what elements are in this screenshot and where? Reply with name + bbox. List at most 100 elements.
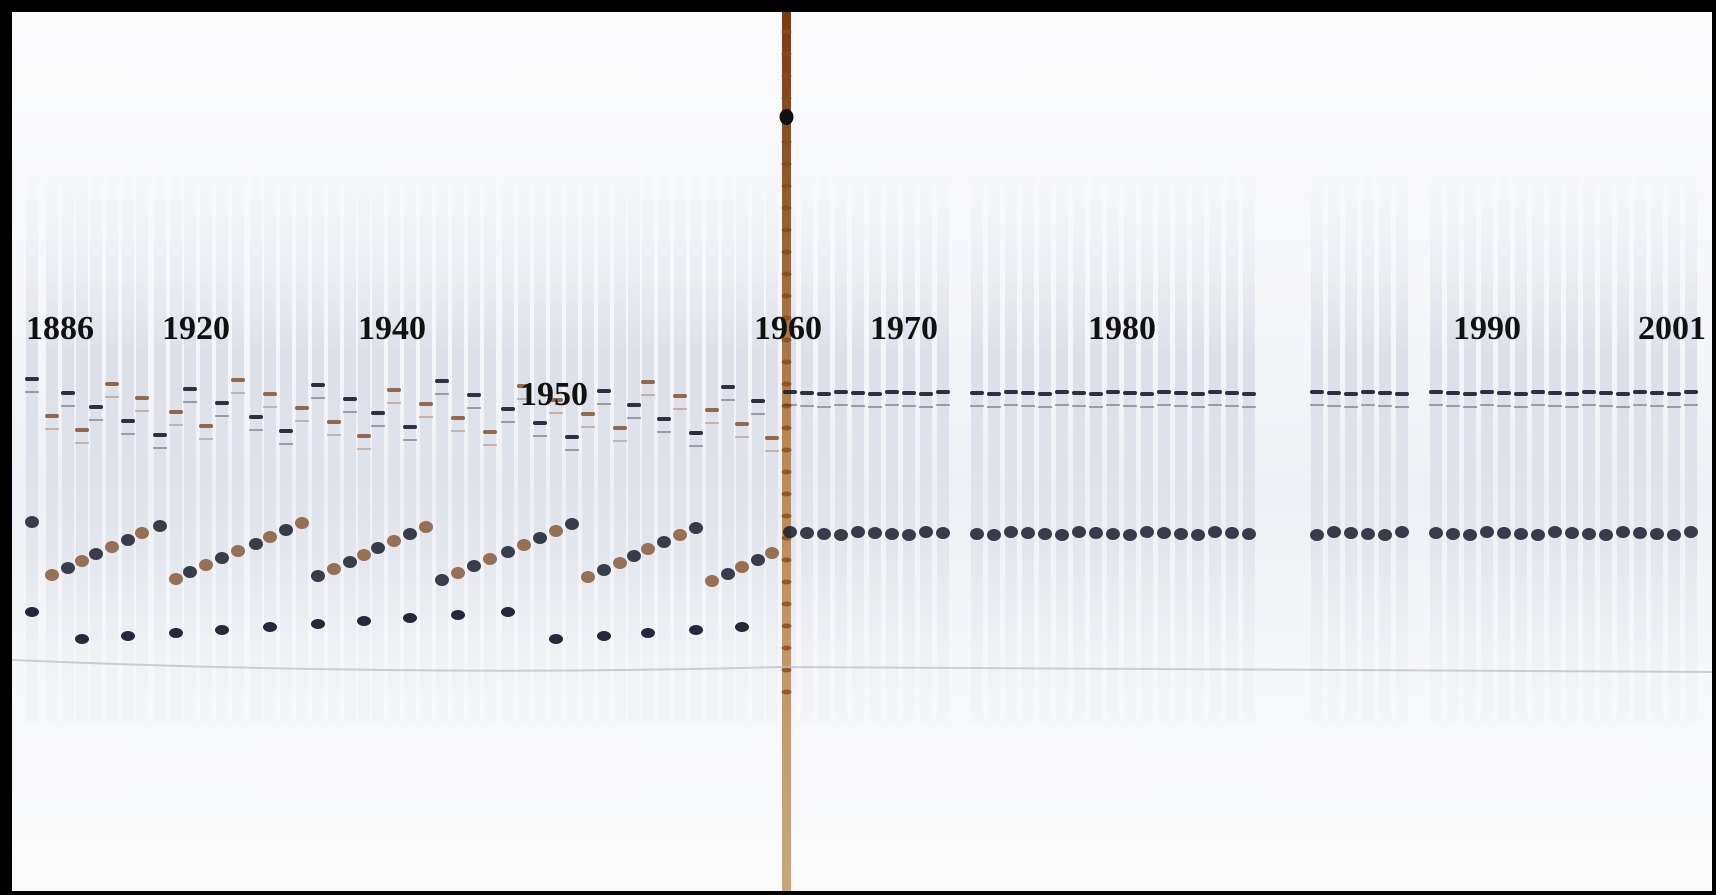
ladder-band	[781, 51, 792, 57]
gel-lane	[937, 162, 949, 722]
gel-lane	[232, 162, 244, 722]
gel-band	[868, 406, 882, 408]
gel-band	[1548, 391, 1562, 395]
gel-band	[1565, 392, 1579, 396]
gel-band	[89, 405, 103, 409]
gel-lane	[614, 162, 626, 722]
gel-band	[419, 402, 433, 406]
gel-band	[1429, 527, 1443, 539]
gel-band	[61, 405, 75, 407]
gel-band	[1191, 529, 1205, 541]
gel-band	[673, 529, 687, 541]
gel-band	[263, 406, 277, 408]
gel-band	[153, 433, 167, 437]
gel-lane	[1124, 162, 1136, 722]
gel-band	[613, 557, 627, 569]
gel-lane	[835, 162, 847, 722]
gel-band	[263, 531, 277, 543]
gel-lane	[312, 162, 324, 722]
gel-band	[1361, 404, 1375, 406]
gel-lane	[76, 162, 88, 722]
gel-band	[851, 526, 865, 538]
gel-panel: 1886 1920 1940 1950 1960 1970 1980 1990 …	[12, 12, 1712, 891]
gel-band	[501, 607, 515, 617]
gel-band	[357, 434, 371, 438]
gel-band	[817, 406, 831, 408]
gel-lane	[1617, 162, 1629, 722]
gel-band	[1633, 527, 1647, 539]
gel-band	[783, 404, 797, 406]
gel-lane	[468, 162, 480, 722]
gel-band	[435, 393, 449, 395]
gel-lane	[436, 162, 448, 722]
gel-lane	[1515, 162, 1527, 722]
gel-band	[565, 518, 579, 530]
gel-band	[987, 529, 1001, 541]
gel-band	[75, 634, 89, 644]
gel-lane	[1634, 162, 1646, 722]
gel-band	[1429, 390, 1443, 394]
ladder-band	[781, 29, 792, 35]
gel-band	[581, 412, 595, 416]
gel-band	[919, 406, 933, 408]
gel-lane	[1685, 162, 1697, 722]
gel-band	[121, 534, 135, 546]
gel-lane	[722, 162, 734, 722]
gel-band	[451, 610, 465, 620]
ladder-band	[781, 447, 792, 453]
gel-lane	[598, 162, 610, 722]
gel-band	[467, 560, 481, 572]
gel-band	[1582, 390, 1596, 394]
gel-band	[705, 408, 719, 412]
gel-band	[885, 390, 899, 394]
gel-band	[800, 527, 814, 539]
gel-band	[1463, 392, 1477, 396]
gel-band	[1191, 406, 1205, 408]
gel-lane	[1600, 162, 1612, 722]
ladder-band	[779, 109, 794, 125]
gel-band	[549, 634, 563, 644]
gel-band	[343, 556, 357, 568]
gel-band	[215, 552, 229, 564]
gel-band	[1123, 529, 1137, 541]
gel-band	[199, 559, 213, 571]
gel-lane	[1243, 162, 1255, 722]
gel-band	[357, 549, 371, 561]
gel-band	[565, 435, 579, 439]
ladder-band	[781, 95, 792, 101]
gel-band	[279, 429, 293, 433]
gel-band	[936, 390, 950, 394]
gel-band	[885, 528, 899, 540]
gel-band	[263, 392, 277, 396]
ladder-band	[781, 271, 792, 277]
gel-lane	[1311, 162, 1323, 722]
year-label-1990: 1990	[1453, 310, 1521, 347]
gel-band	[1446, 405, 1460, 407]
gel-lane	[1668, 162, 1680, 722]
gel-band	[231, 378, 245, 382]
gel-lane	[372, 162, 384, 722]
gel-band	[1072, 405, 1086, 407]
gel-band	[403, 439, 417, 441]
gel-lane	[1107, 162, 1119, 722]
gel-band	[89, 548, 103, 560]
gel-lane	[752, 162, 764, 722]
gel-band	[800, 405, 814, 407]
ladder-band	[781, 513, 792, 519]
gel-band	[641, 628, 655, 638]
gel-band	[387, 402, 401, 404]
gel-band	[387, 535, 401, 547]
gel-lane	[869, 162, 881, 722]
gel-band	[936, 404, 950, 406]
gel-band	[501, 421, 515, 423]
ladder-band	[781, 293, 792, 299]
gel-band	[279, 443, 293, 445]
gel-band	[403, 528, 417, 540]
gel-lane	[1481, 162, 1493, 722]
gel-band	[1038, 406, 1052, 408]
gel-lane	[328, 162, 340, 722]
gel-band	[295, 406, 309, 410]
gel-band	[1344, 392, 1358, 396]
gel-band	[735, 436, 749, 438]
gel-band	[657, 536, 671, 548]
